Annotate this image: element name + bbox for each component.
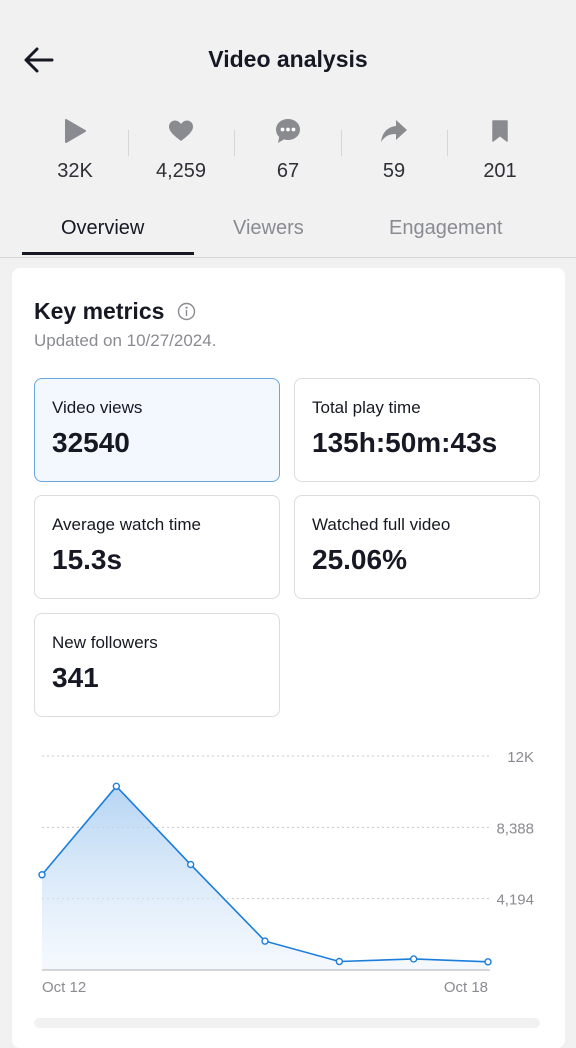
divider [341,130,342,156]
video-stats: 32K 4,259 67 59 [0,112,576,192]
back-button[interactable] [22,44,58,76]
metric-value: 135h:50m:43s [312,427,498,458]
stat-shares: 59 [341,112,447,183]
tab-viewers[interactable]: Viewers [233,217,304,239]
data-point [112,782,121,791]
stat-comments: 67 [235,112,341,183]
metric-watched-full-video[interactable]: Watched full video 25.06% [294,495,540,599]
metric-label: New followers [52,633,158,652]
data-point [409,955,418,963]
share-icon [381,120,407,142]
info-icon[interactable] [177,302,196,321]
y-tick-label: 8,388 [496,820,534,837]
heart-icon [169,120,193,141]
active-tab-indicator [22,252,194,255]
metric-value: 15.3s [52,544,123,575]
views-count: 32K [57,160,93,182]
data-point [38,871,46,879]
updated-date: Updated on 10/27/2024. [34,331,217,350]
x-tick-label: Oct 12 [42,979,86,996]
bottom-section-edge [34,1018,540,1028]
data-point [261,937,269,945]
data-point [186,860,195,869]
metric-video-views[interactable]: Video views 32540 [34,378,280,482]
divider [447,130,448,156]
header: Video analysis [0,0,576,110]
metric-value: 32540 [52,427,130,458]
stat-views: 32K [22,112,128,183]
page-title: Video analysis [208,46,368,72]
views-area-chart: 12K 8,388 4,194 Oct 12 Oct 18 [38,749,534,996]
metric-value: 341 [52,662,99,693]
metric-label: Total play time [312,398,421,417]
comments-count: 67 [276,160,300,182]
metric-label: Video views [52,398,143,417]
y-tick-label: 12K [507,749,534,766]
metric-average-watch-time[interactable]: Average watch time 15.3s [34,495,280,599]
key-metrics-title: Key metrics [34,298,165,324]
divider [128,130,129,156]
y-tick-label: 4,194 [496,892,534,909]
tab-overview[interactable]: Overview [61,217,145,239]
stat-saves: 201 [447,112,553,183]
metric-label: Watched full video [312,515,451,534]
likes-count: 4,259 [155,160,207,182]
play-icon [65,119,86,143]
metric-total-play-time[interactable]: Total play time 135h:50m:43s [294,378,540,482]
data-point [484,958,492,966]
tab-engagement[interactable]: Engagement [389,217,503,239]
metric-value: 25.06% [312,544,407,575]
x-tick-label: Oct 18 [444,979,488,996]
saves-count: 201 [483,160,517,182]
metric-new-followers[interactable]: New followers 341 [34,613,280,717]
area-fill [42,786,488,970]
shares-count: 59 [382,160,406,182]
comment-icon [276,119,300,143]
metric-label: Average watch time [52,515,201,534]
data-point [335,957,344,966]
tab-bar: Overview Viewers Engagement [0,205,576,258]
back-arrow-icon [24,47,54,73]
stat-likes: 4,259 [128,112,234,183]
bookmark-icon [492,120,508,142]
divider [234,130,235,156]
